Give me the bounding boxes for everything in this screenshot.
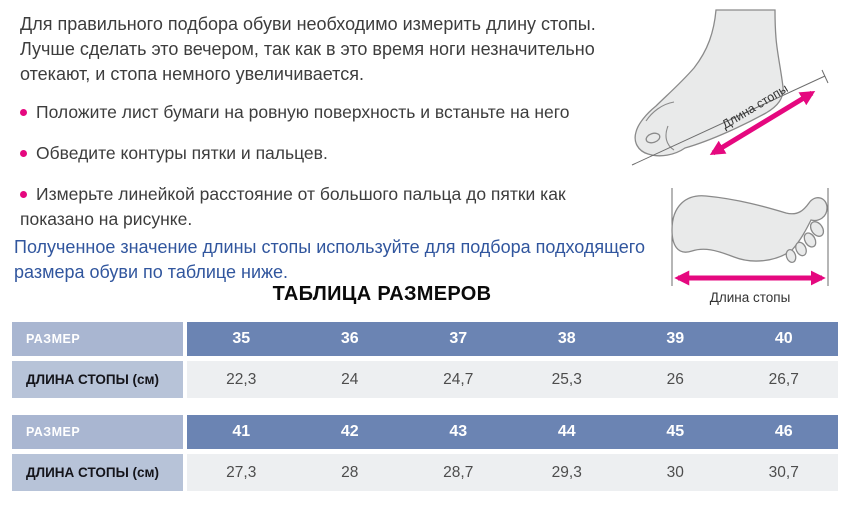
size-cell: 45: [666, 423, 685, 440]
length-cell: 25,3: [551, 370, 582, 388]
size-cells-strip: 41 42 43 44 45 46: [187, 415, 838, 449]
size-cell: 40: [774, 330, 793, 347]
length-cell: 22,3: [226, 370, 257, 388]
sole-foot-illustration: Длина стопы: [671, 188, 829, 305]
toe-shape: [803, 232, 817, 248]
size-cell: 37: [449, 330, 468, 347]
measure-arrow: [709, 90, 816, 156]
size-cell: 44: [557, 423, 576, 440]
length-cells-strip: 27,3 28 28,7 29,3 30 30,7: [187, 454, 838, 491]
length-cell: 24: [341, 370, 359, 388]
length-cell: 28: [341, 463, 359, 481]
row-label-size: РАЗМЕР: [12, 322, 183, 356]
length-cell: 29,3: [551, 463, 582, 481]
length-cell: 28,7: [443, 463, 474, 481]
foot-sole-shape: [671, 195, 828, 262]
instructions-block: Для правильного подбора обуви необходимо…: [14, 12, 662, 285]
toe-shape: [785, 249, 797, 263]
bullet-text: Обведите контуры пятки и пальцев.: [36, 143, 328, 163]
toe-crease-line: [665, 125, 675, 151]
bullet-item-1: Положите лист бумаги на ровную поверхнос…: [20, 100, 662, 125]
size-cell: 39: [666, 330, 685, 347]
intro-paragraph: Для правильного подбора обуви необходимо…: [20, 14, 596, 84]
length-cell: 27,3: [226, 463, 257, 481]
size-cells-strip: 35 36 37 38 39 40: [187, 322, 838, 356]
length-cell: 26,7: [768, 370, 799, 388]
length-cells-strip: 22,3 24 24,7 25,3 26 26,7: [187, 361, 838, 398]
row-label-size: РАЗМЕР: [12, 415, 183, 449]
length-cell: 30,7: [768, 463, 799, 481]
bullet-text: Положите лист бумаги на ровную поверхнос…: [36, 102, 570, 122]
bullet-text: Измерьте линейкой расстояние от большого…: [20, 184, 566, 229]
size-cell: 36: [340, 330, 359, 347]
size-cell: 41: [232, 423, 251, 440]
toenail-shape: [645, 132, 661, 144]
table-row-lengths: ДЛИНА СТОПЫ (см) 27,3 28 28,7 29,3 30 30…: [12, 454, 838, 491]
side-foot-illustration: Длина стопы: [631, 9, 829, 166]
size-cell: 38: [557, 330, 576, 347]
size-table-title: ТАБЛИЦА РАЗМЕРОВ: [272, 283, 492, 305]
toe-shape: [809, 221, 825, 237]
bullet-dot: [20, 150, 27, 157]
size-cell: 46: [774, 423, 793, 440]
size-table-41-46: РАЗМЕР 41 42 43 44 45 46 ДЛИНА СТОПЫ (см…: [12, 415, 838, 491]
length-cell: 30: [666, 463, 684, 481]
length-cell: 26: [666, 370, 684, 388]
table-row-sizes: РАЗМЕР 41 42 43 44 45 46: [12, 415, 838, 449]
size-cell: 35: [232, 330, 251, 347]
bullet-item-2: Обведите контуры пятки и пальцев.: [20, 141, 662, 166]
toe-shape: [795, 241, 807, 257]
size-table-35-40: РАЗМЕР 35 36 37 38 39 40 ДЛИНА СТОПЫ (см…: [12, 322, 838, 398]
bullet-dot: [20, 191, 27, 198]
size-cell: 43: [449, 423, 468, 440]
toe-crease-line: [645, 101, 675, 122]
bullet-dot: [20, 109, 27, 116]
length-cell: 24,7: [443, 370, 474, 388]
size-cell: 42: [340, 423, 359, 440]
table-row-lengths: ДЛИНА СТОПЫ (см) 22,3 24 24,7 25,3 26 26…: [12, 361, 838, 398]
note-paragraph: Полученное значение длины стопы использу…: [14, 237, 645, 282]
sole-foot-length-label: Длина стопы: [710, 290, 791, 305]
dimension-end-tick: [821, 69, 829, 84]
table-row-sizes: РАЗМЕР 35 36 37 38 39 40: [12, 322, 838, 356]
bullet-item-3: Измерьте линейкой расстояние от большого…: [20, 182, 662, 232]
row-label-length: ДЛИНА СТОПЫ (см): [12, 361, 183, 398]
row-label-length: ДЛИНА СТОПЫ (см): [12, 454, 183, 491]
